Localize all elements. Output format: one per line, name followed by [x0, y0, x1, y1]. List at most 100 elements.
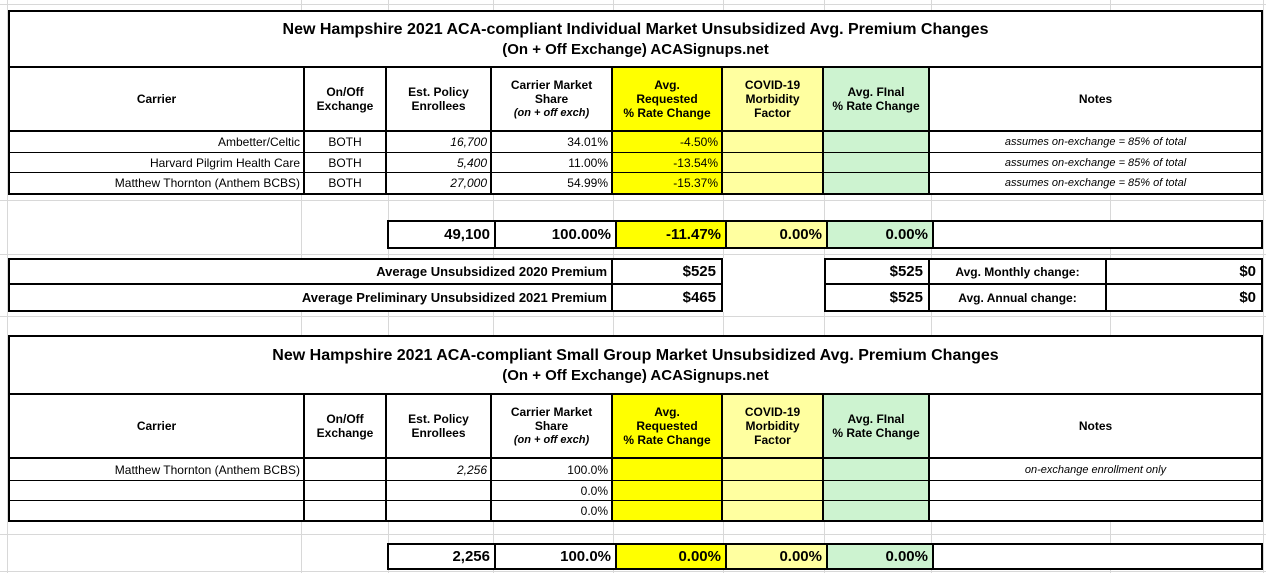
final-rate-cell[interactable] — [824, 132, 930, 152]
covid-factor-cell[interactable] — [723, 152, 824, 172]
exchange-cell[interactable]: BOTH — [305, 152, 387, 172]
exchange-cell[interactable]: BOTH — [305, 132, 387, 152]
final-rate-cell[interactable] — [824, 152, 930, 172]
enrollees-cell[interactable]: 27,000 — [387, 172, 492, 193]
final-rate-cell[interactable] — [824, 172, 930, 193]
header-label: On/Off Exchange — [316, 85, 374, 113]
premium-2020-label[interactable]: Average Unsubsidized 2020 Premium — [8, 258, 613, 285]
requested-rate-cell[interactable]: -15.37% — [613, 172, 723, 193]
premium-2020-final-value[interactable]: $525 — [824, 258, 930, 285]
exchange-cell[interactable] — [305, 500, 387, 520]
column-header-enrollees[interactable]: Est. Policy Enrollees — [387, 68, 492, 132]
gridline — [1263, 0, 1264, 573]
final-rate-cell[interactable] — [824, 500, 930, 520]
final-rate-cell[interactable] — [824, 459, 930, 480]
column-header-final-rate[interactable]: Avg. FInal % Rate Change — [824, 68, 930, 132]
monthly-change-value[interactable]: $0 — [1107, 258, 1263, 285]
market-share-cell[interactable]: 100.0% — [492, 459, 613, 480]
column-header-notes[interactable]: Notes — [930, 395, 1261, 459]
monthly-change-label[interactable]: Avg. Monthly change: — [930, 258, 1107, 285]
requested-rate-cell[interactable] — [613, 500, 723, 520]
annual-change-value[interactable]: $0 — [1107, 285, 1263, 312]
notes-cell[interactable]: assumes on-exchange = 85% of total — [930, 172, 1261, 193]
carrier-cell[interactable] — [10, 500, 305, 520]
header-label: Requested — [636, 419, 698, 433]
column-header-notes[interactable]: Notes — [930, 68, 1261, 132]
header-label: Carrier Market Share — [510, 405, 593, 433]
gridline — [0, 200, 1266, 201]
column-header-market-share[interactable]: Carrier Market Share (on + off exch) — [492, 68, 613, 132]
carrier-cell[interactable]: Harvard Pilgrim Health Care — [10, 152, 305, 172]
header-sublabel: (on + off exch) — [513, 434, 590, 446]
enrollees-cell[interactable]: 16,700 — [387, 132, 492, 152]
notes-cell[interactable]: assumes on-exchange = 85% of total — [930, 152, 1261, 172]
requested-rate-cell[interactable]: -13.54% — [613, 152, 723, 172]
total-notes[interactable] — [932, 222, 1261, 247]
column-header-covid-factor[interactable]: COVID-19 Morbidity Factor — [723, 68, 824, 132]
carrier-cell[interactable]: Ambetter/Celtic — [10, 132, 305, 152]
enrollees-cell[interactable]: 5,400 — [387, 152, 492, 172]
total-final-rate[interactable]: 0.00% — [826, 545, 932, 568]
header-label: COVID-19 — [744, 405, 801, 419]
covid-factor-cell[interactable] — [723, 500, 824, 520]
covid-factor-cell[interactable] — [723, 172, 824, 193]
column-header-market-share[interactable]: Carrier Market Share (on + off exch) — [492, 395, 613, 459]
column-header-final-rate[interactable]: Avg. FInal % Rate Change — [824, 395, 930, 459]
total-requested-rate[interactable]: -11.47% — [615, 222, 725, 247]
total-covid-factor[interactable]: 0.00% — [725, 545, 826, 568]
total-market-share[interactable]: 100.0% — [494, 545, 615, 568]
column-header-requested-rate[interactable]: Avg. Requested % Rate Change — [613, 395, 723, 459]
column-header-enrollees[interactable]: Est. Policy Enrollees — [387, 395, 492, 459]
enrollees-cell[interactable] — [387, 500, 492, 520]
column-header-carrier[interactable]: Carrier — [10, 68, 305, 132]
carrier-cell[interactable] — [10, 480, 305, 500]
market-share-cell[interactable]: 54.99% — [492, 172, 613, 193]
total-notes[interactable] — [932, 545, 1261, 568]
header-label: Carrier — [136, 419, 177, 433]
annual-change-label[interactable]: Avg. Annual change: — [930, 285, 1107, 312]
total-enrollees[interactable]: 2,256 — [452, 548, 490, 565]
enrollees-cell[interactable] — [387, 480, 492, 500]
carrier-cell[interactable]: Matthew Thornton (Anthem BCBS) — [10, 459, 305, 480]
carrier-cell[interactable]: Matthew Thornton (Anthem BCBS) — [10, 172, 305, 193]
total-covid-factor[interactable]: 0.00% — [725, 222, 826, 247]
notes-cell[interactable] — [930, 480, 1261, 500]
premium-2020-value[interactable]: $525 — [613, 258, 723, 285]
premium-gap-cell — [723, 258, 824, 285]
total-final-rate[interactable]: 0.00% — [826, 222, 932, 247]
premium-2021-final-value[interactable]: $525 — [824, 285, 930, 312]
requested-rate-cell[interactable] — [613, 480, 723, 500]
market-share-cell[interactable]: 34.01% — [492, 132, 613, 152]
requested-rate-cell[interactable] — [613, 459, 723, 480]
column-header-requested-rate[interactable]: Avg. Requested % Rate Change — [613, 68, 723, 132]
notes-cell[interactable]: assumes on-exchange = 85% of total — [1004, 136, 1187, 148]
table-title[interactable]: New Hampshire 2021 ACA-compliant Small G… — [10, 337, 1261, 395]
covid-factor-cell[interactable] — [723, 132, 824, 152]
covid-factor-cell[interactable] — [723, 459, 824, 480]
header-label: Avg. FInal — [847, 412, 905, 426]
covid-factor-cell[interactable] — [723, 480, 824, 500]
market-share-cell[interactable]: 0.0% — [492, 480, 613, 500]
exchange-cell[interactable]: BOTH — [305, 172, 387, 193]
column-header-covid-factor[interactable]: COVID-19 Morbidity Factor — [723, 395, 824, 459]
final-rate-cell[interactable] — [824, 480, 930, 500]
column-header-exchange[interactable]: On/Off Exchange — [305, 395, 387, 459]
market-share-cell[interactable]: 0.0% — [492, 500, 613, 520]
total-market-share[interactable]: 100.00% — [494, 222, 615, 247]
enrollees-cell[interactable]: 2,256 — [387, 459, 492, 480]
header-label: % Rate Change — [832, 426, 920, 440]
exchange-cell[interactable] — [305, 480, 387, 500]
total-enrollees[interactable]: 49,100 — [444, 226, 490, 243]
requested-rate-cell[interactable]: -4.50% — [613, 132, 723, 152]
header-label: Avg. — [654, 78, 680, 92]
table-title[interactable]: New Hampshire 2021 ACA-compliant Individ… — [10, 12, 1261, 68]
premium-2021-value[interactable]: $465 — [613, 285, 723, 312]
notes-cell[interactable] — [930, 500, 1261, 520]
exchange-cell[interactable] — [305, 459, 387, 480]
notes-cell[interactable]: on-exchange enrollment only — [1024, 463, 1167, 476]
column-header-carrier[interactable]: Carrier — [10, 395, 305, 459]
column-header-exchange[interactable]: On/Off Exchange — [305, 68, 387, 132]
market-share-cell[interactable]: 11.00% — [492, 152, 613, 172]
premium-2021-label[interactable]: Average Preliminary Unsubsidized 2021 Pr… — [8, 285, 613, 312]
total-requested-rate[interactable]: 0.00% — [615, 545, 725, 568]
